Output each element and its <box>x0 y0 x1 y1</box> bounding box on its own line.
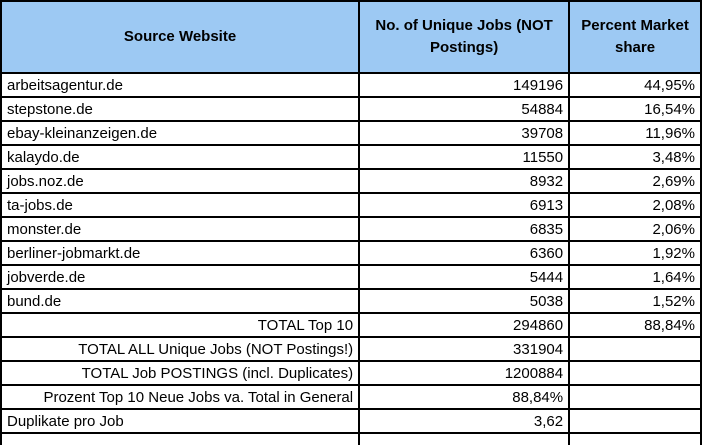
cell-unique-jobs: 6360 <box>358 240 571 266</box>
cell-unique-jobs: 8932 <box>358 168 571 194</box>
cell-source-website: Duplikate pro Job <box>0 408 361 434</box>
cell-market-share: 11,96% <box>568 120 702 146</box>
cell-unique-jobs: 3,62 <box>358 408 571 434</box>
empty-cell <box>358 432 571 445</box>
cell-unique-jobs: 1200884 <box>358 360 571 386</box>
table-row: jobs.noz.de 8932 2,69% <box>0 168 702 194</box>
cell-unique-jobs: 88,84% <box>358 384 571 410</box>
cell-unique-jobs: 149196 <box>358 72 571 98</box>
cell-market-share: 2,69% <box>568 168 702 194</box>
clipped-grid-row <box>0 432 702 445</box>
table-row: bund.de 5038 1,52% <box>0 288 702 314</box>
cell-market-share <box>568 384 702 410</box>
table-row: monster.de 6835 2,06% <box>0 216 702 242</box>
table-header: Source Website No. of Unique Jobs (NOT P… <box>0 0 702 74</box>
cell-market-share: 88,84% <box>568 312 702 338</box>
cell-source-website: TOTAL ALL Unique Jobs (NOT Postings!) <box>0 336 361 362</box>
table-row: arbeitsagentur.de 149196 44,95% <box>0 72 702 98</box>
cell-unique-jobs: 11550 <box>358 144 571 170</box>
table-row: berliner-jobmarkt.de 6360 1,92% <box>0 240 702 266</box>
cell-source-website: monster.de <box>0 216 361 242</box>
cell-market-share: 2,06% <box>568 216 702 242</box>
cell-market-share: 1,52% <box>568 288 702 314</box>
cell-market-share: 1,64% <box>568 264 702 290</box>
table-row: Duplikate pro Job 3,62 <box>0 408 702 434</box>
cell-unique-jobs: 5444 <box>358 264 571 290</box>
table-row: TOTAL ALL Unique Jobs (NOT Postings!) 33… <box>0 336 702 362</box>
cell-market-share: 2,08% <box>568 192 702 218</box>
table-row: stepstone.de 54884 16,54% <box>0 96 702 122</box>
cell-unique-jobs: 6913 <box>358 192 571 218</box>
col-header-market-share: Percent Market share <box>568 0 702 74</box>
table-row: ta-jobs.de 6913 2,08% <box>0 192 702 218</box>
cell-source-website: ebay-kleinanzeigen.de <box>0 120 361 146</box>
cell-source-website: TOTAL Job POSTINGS (incl. Duplicates) <box>0 360 361 386</box>
cell-unique-jobs: 331904 <box>358 336 571 362</box>
cell-market-share <box>568 360 702 386</box>
cell-source-website: jobs.noz.de <box>0 168 361 194</box>
cell-market-share <box>568 336 702 362</box>
cell-market-share: 44,95% <box>568 72 702 98</box>
cell-unique-jobs: 5038 <box>358 288 571 314</box>
cell-market-share <box>568 408 702 434</box>
table-row: kalaydo.de 11550 3,48% <box>0 144 702 170</box>
col-header-source-website: Source Website <box>0 0 361 74</box>
empty-cell <box>0 432 361 445</box>
cell-source-website: berliner-jobmarkt.de <box>0 240 361 266</box>
cell-source-website: kalaydo.de <box>0 144 361 170</box>
cell-source-website: stepstone.de <box>0 96 361 122</box>
header-row: Source Website No. of Unique Jobs (NOT P… <box>0 0 702 74</box>
table-row: TOTAL Job POSTINGS (incl. Duplicates) 12… <box>0 360 702 386</box>
table-row: ebay-kleinanzeigen.de 39708 11,96% <box>0 120 702 146</box>
empty-cell <box>568 432 702 445</box>
cell-source-website: TOTAL Top 10 <box>0 312 361 338</box>
cell-unique-jobs: 6835 <box>358 216 571 242</box>
cell-source-website: arbeitsagentur.de <box>0 72 361 98</box>
cell-unique-jobs: 54884 <box>358 96 571 122</box>
table-row: TOTAL Top 10 294860 88,84% <box>0 312 702 338</box>
cell-source-website: ta-jobs.de <box>0 192 361 218</box>
cell-source-website: jobverde.de <box>0 264 361 290</box>
cell-source-website: bund.de <box>0 288 361 314</box>
cell-unique-jobs: 39708 <box>358 120 571 146</box>
table-row: jobverde.de 5444 1,64% <box>0 264 702 290</box>
col-header-unique-jobs: No. of Unique Jobs (NOT Postings) <box>358 0 571 74</box>
cell-market-share: 1,92% <box>568 240 702 266</box>
cell-market-share: 3,48% <box>568 144 702 170</box>
cell-source-website: Prozent Top 10 Neue Jobs va. Total in Ge… <box>0 384 361 410</box>
table-row: Prozent Top 10 Neue Jobs va. Total in Ge… <box>0 384 702 410</box>
table-body: arbeitsagentur.de 149196 44,95% stepston… <box>0 72 702 445</box>
cell-unique-jobs: 294860 <box>358 312 571 338</box>
cell-market-share: 16,54% <box>568 96 702 122</box>
